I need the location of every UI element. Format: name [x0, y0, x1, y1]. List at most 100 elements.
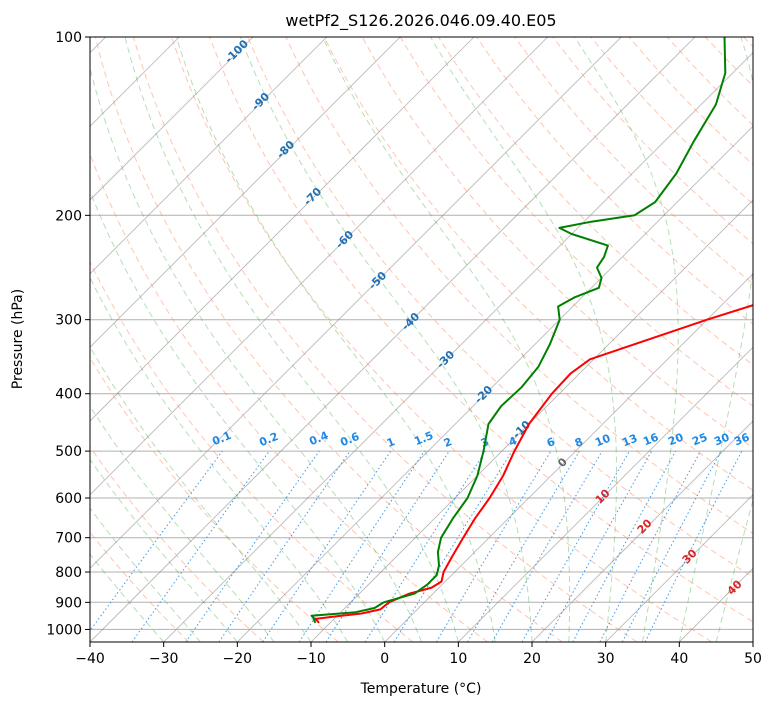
mixing-ratio-label: 0.2 — [257, 430, 280, 449]
y-tick-label: 1000 — [46, 622, 82, 638]
mixing-ratio-label: 25 — [690, 431, 709, 449]
background-lines — [90, 37, 753, 642]
mixing-ratio-label: 2 — [442, 435, 454, 450]
isotherm-line — [163, 52, 753, 642]
isotherm-line — [90, 37, 622, 569]
mixing-ratio-label: 13 — [620, 432, 639, 450]
x-axis-ticks: −40 −30 −20 −10 0 10 20 30 40 50 — [75, 642, 762, 667]
y-tick-label: 700 — [55, 531, 82, 547]
x-tick-label: −10 — [296, 651, 326, 667]
mixing-ratio-label: 8 — [573, 435, 585, 450]
mixing-ratio-line — [90, 450, 223, 632]
isotherm-line — [90, 37, 327, 275]
moist-adiabat-label: 30 — [680, 546, 700, 566]
plot-frame — [89, 36, 754, 643]
moist-adiabat-label: 40 — [725, 577, 745, 597]
mixing-ratio-line — [364, 450, 486, 642]
mixing-ratio-line — [545, 450, 653, 642]
dry-adiabat-line — [90, 260, 414, 642]
dry-adiabat-line — [285, 37, 753, 535]
x-tick-label: 10 — [449, 651, 467, 667]
isotherm-line — [90, 37, 548, 496]
dewpoint-profile — [310, 37, 727, 624]
temperature-profile — [314, 304, 753, 624]
moist-adiabat-line — [90, 345, 312, 642]
dry-adiabat-line — [743, 37, 753, 48]
moist-adiabat-line — [90, 276, 349, 642]
mixing-ratio-line — [521, 450, 630, 642]
moist-adiabat-line — [90, 507, 201, 642]
line-labels: -100-90-80-70-60-50-40-30-20-100.1 0.2 0.4… — [210, 37, 751, 598]
dry-adiabat-line — [590, 37, 753, 205]
x-tick-label: −20 — [223, 651, 253, 667]
x-tick-label: 20 — [523, 651, 541, 667]
dry-adiabat-line — [666, 37, 753, 126]
profiles — [310, 37, 753, 624]
dry-adiabat-line — [552, 37, 753, 245]
isotherm-line — [310, 199, 753, 642]
mixing-ratio-label: 1.5 — [412, 429, 435, 448]
moist-adiabat-line — [90, 65, 422, 642]
y-tick-label: 600 — [55, 491, 82, 507]
y-tick-label: 300 — [55, 313, 82, 329]
y-tick-label: 800 — [55, 565, 82, 581]
chart-title: wetPf2_S126.2026.046.09.40.E05 — [285, 11, 556, 31]
mixing-ratio-line — [572, 450, 677, 642]
mixing-ratio-line — [185, 450, 320, 642]
dry-adiabat-line — [323, 37, 753, 491]
mixing-ratio-line — [218, 450, 351, 642]
y-axis-ticks: 100 200 300 400 500 600 700 800 900 1000 — [46, 30, 90, 638]
x-axis-title: Temperature (°C) — [360, 681, 482, 697]
x-tick-label: 30 — [597, 651, 615, 667]
y-tick-label: 100 — [55, 30, 82, 46]
isotherm-line — [384, 273, 753, 642]
dry-adiabat-line — [132, 37, 638, 642]
dry-adiabat-line — [90, 531, 190, 642]
mixing-ratio-line — [325, 450, 450, 642]
dry-adiabat-line — [476, 37, 753, 325]
mixing-ratio-label: 16 — [641, 431, 660, 449]
x-tick-label: 40 — [670, 651, 688, 667]
mixing-ratio-line — [435, 450, 552, 642]
moist-adiabat-line — [752, 640, 753, 642]
x-tick-label: −30 — [149, 651, 179, 667]
dry-adiabat-line — [90, 446, 264, 642]
mixing-ratio-label: 6 — [545, 435, 557, 450]
isotherm-line — [458, 346, 753, 642]
y-axis-title: Pressure (hPa) — [10, 289, 26, 389]
moist-adiabat-line — [239, 37, 533, 642]
mixing-ratio-line — [393, 450, 513, 642]
mixing-ratio-line — [131, 450, 270, 642]
isotherm-line — [752, 641, 753, 642]
isotherm-label: -80 — [274, 138, 297, 161]
mixing-ratio-label: 30 — [712, 431, 731, 449]
moist-adiabat-line — [90, 189, 386, 642]
dry-adiabat-line — [209, 37, 753, 623]
moist-adiabat-label: 0 — [555, 455, 570, 470]
isotherm-line — [531, 420, 753, 642]
isotherm-label: -70 — [301, 185, 324, 208]
isotherm-line — [90, 37, 696, 642]
moist-adiabat-line — [124, 37, 459, 642]
mixing-ratio-line — [262, 450, 392, 642]
moist-adiabat-label: 10 — [593, 486, 613, 506]
isotherm-label: -100 — [222, 37, 251, 66]
mixing-ratio-label: 10 — [593, 432, 612, 450]
x-tick-label: 0 — [380, 651, 389, 667]
mixing-ratio-line — [599, 450, 701, 642]
moist-adiabat-label: 20 — [635, 516, 655, 536]
isotherm-line — [605, 494, 753, 642]
y-tick-label: 900 — [55, 595, 82, 611]
dry-adiabat-line — [94, 37, 563, 642]
mixing-ratio-line — [644, 450, 743, 642]
moist-adiabat-line — [678, 37, 753, 642]
mixing-ratio-label: 1 — [385, 435, 397, 450]
isotherm-label: -90 — [249, 90, 272, 113]
dry-adiabat-line — [704, 37, 753, 87]
isotherm-label: -20 — [472, 383, 495, 406]
x-tick-label: −40 — [75, 651, 105, 667]
moist-adiabat-line — [90, 553, 165, 642]
moist-adiabat-line — [90, 405, 275, 642]
isotherm-line — [237, 125, 753, 642]
